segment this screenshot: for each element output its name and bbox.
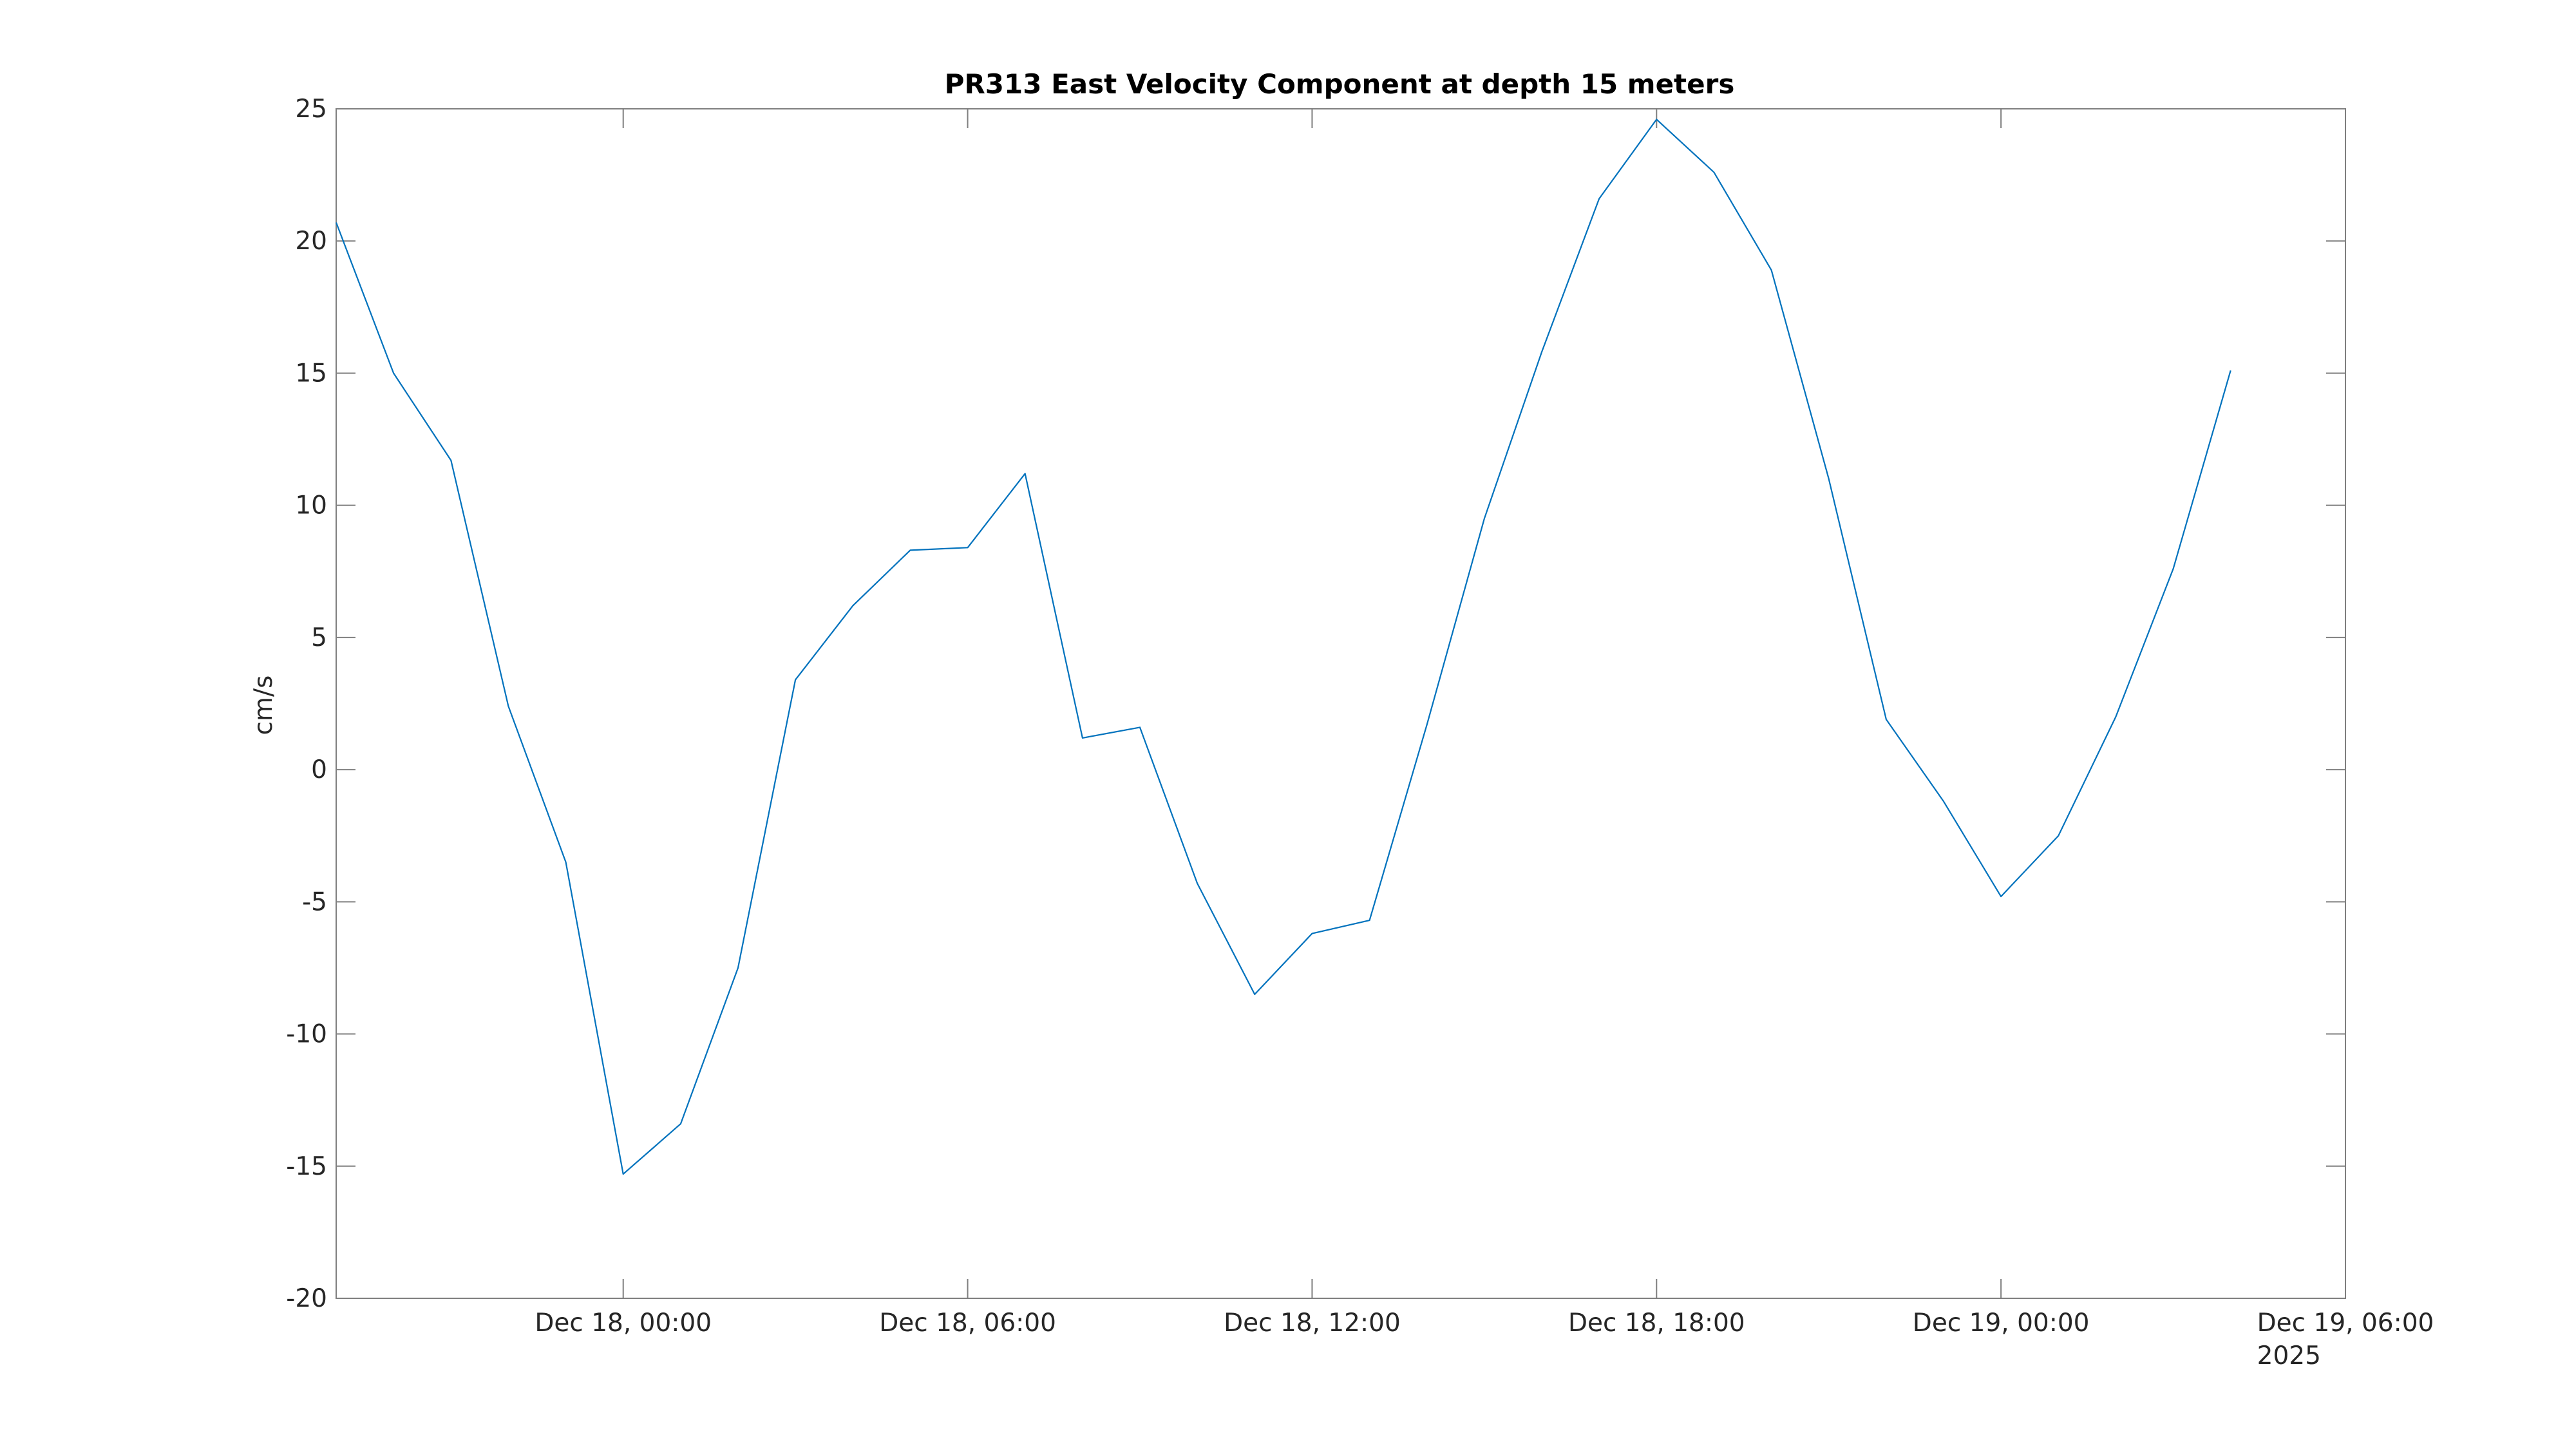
- y-tick-label: 10: [295, 491, 327, 520]
- y-tick-label: -5: [302, 887, 327, 916]
- x-tick-label: Dec 18, 00:00: [535, 1309, 712, 1338]
- y-tick-label: 15: [295, 359, 327, 388]
- x-tick-label: Dec 18, 06:00: [879, 1309, 1056, 1338]
- y-tick-label: 5: [311, 623, 327, 652]
- y-tick-label: -15: [286, 1152, 327, 1181]
- x-axis-year-label: 2025: [2257, 1341, 2321, 1370]
- x-tick-label: Dec 18, 12:00: [1224, 1309, 1401, 1338]
- y-tick-label: 25: [295, 95, 327, 124]
- y-tick-label: 20: [295, 227, 327, 256]
- chart-title: PR313 East Velocity Component at depth 1…: [945, 68, 1735, 100]
- series-line: [335, 118, 2231, 1175]
- plot-area-box: [336, 108, 2346, 1299]
- y-tick-label: 0: [311, 755, 327, 784]
- y-tick-label: -10: [286, 1020, 327, 1049]
- x-tick-label: Dec 18, 18:00: [1568, 1309, 1745, 1338]
- y-axis-label: cm/s: [249, 676, 278, 735]
- y-tick-label: -20: [286, 1284, 327, 1313]
- x-axis: Dec 18, 00:00 Dec 18, 06:00 Dec 18, 12:00 D…: [535, 109, 2434, 1338]
- y-axis: -20 -15 -10 -5 0 5 10 15 20 25: [286, 95, 2345, 1313]
- series-layer: [335, 118, 2231, 1175]
- x-tick-label: Dec 19, 00:00: [1913, 1309, 2090, 1338]
- x-tick-label: Dec 19, 06:00: [2257, 1309, 2434, 1338]
